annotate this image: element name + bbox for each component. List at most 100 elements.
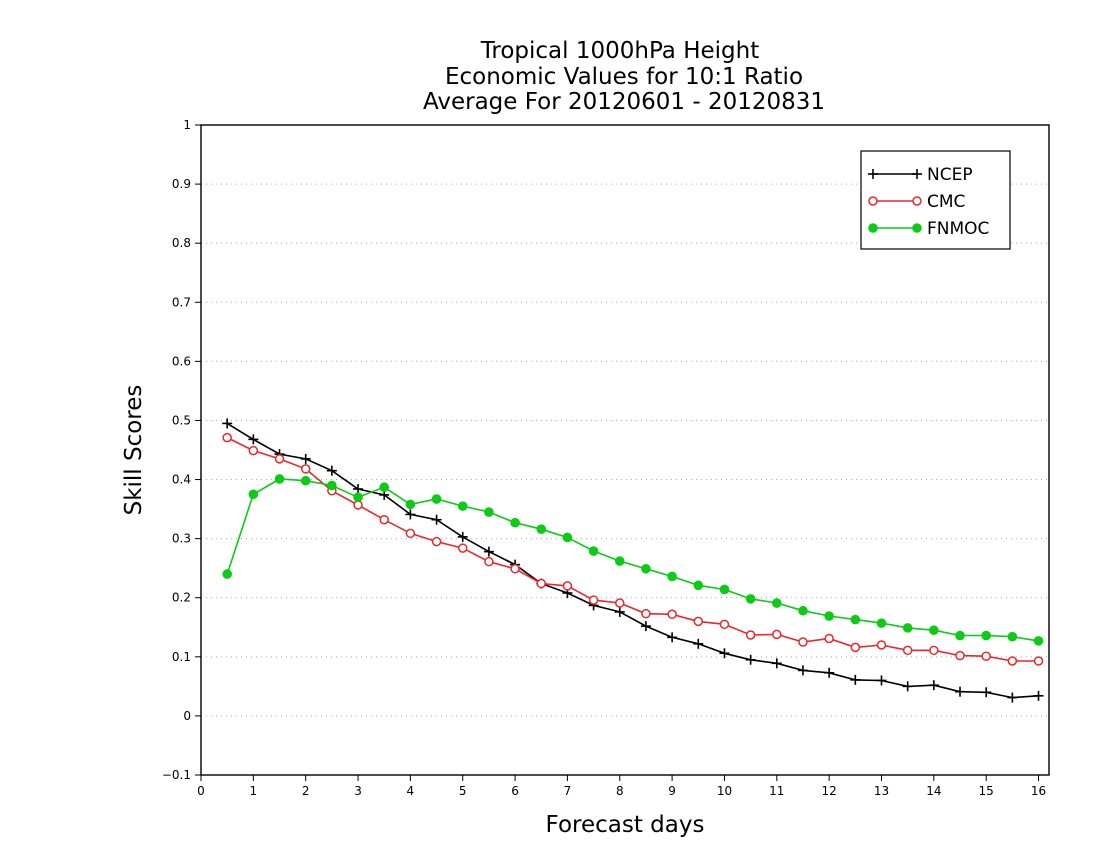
data-point-ncep [222, 418, 233, 429]
data-point-ncep [248, 434, 259, 445]
data-point-ncep [797, 665, 808, 676]
data-point-cmc [405, 528, 416, 539]
axes: −0.100.10.20.30.40.50.60.70.80.910 1 2 3 4 5 6… [162, 118, 1050, 798]
legend-marker [912, 169, 922, 179]
y-tick-label: 0.1 [172, 650, 191, 664]
x-axis-label: Forecast days [546, 812, 705, 838]
data-point-cmc [510, 564, 520, 574]
data-point-fnmoc [562, 532, 573, 543]
data-point-cmc [1033, 656, 1044, 666]
data-point-fnmoc [536, 524, 547, 534]
data-point-fnmoc [641, 563, 651, 574]
legend-marker [868, 223, 878, 233]
data-point-cmc [1007, 656, 1018, 666]
data-point-ncep [955, 686, 966, 697]
data-point-fnmoc [981, 630, 991, 641]
legend-marker [868, 196, 878, 206]
x-tick-label: 15 [979, 784, 994, 798]
chart-title-line-1: Tropical 1000hPa Height [480, 38, 760, 64]
data-point-cmc [850, 642, 861, 653]
data-point-ncep [614, 606, 625, 617]
series-line-fnmoc [226, 478, 1039, 642]
legend-item-cmc: CMC [868, 192, 965, 212]
data-point-cmc [562, 581, 573, 591]
data-point-fnmoc [824, 611, 834, 621]
series-cmc [222, 432, 1044, 666]
data-point-ncep [300, 453, 311, 464]
data-point-cmc [641, 608, 651, 619]
data-point-ncep [326, 465, 337, 476]
y-tick-label: 0.9 [172, 177, 191, 191]
legend: NCEP CMC FNMOC [860, 150, 1011, 250]
data-point-cmc [745, 630, 756, 640]
data-point-fnmoc [588, 546, 599, 556]
data-point-fnmoc [1033, 636, 1044, 646]
data-point-ncep [850, 674, 861, 685]
y-axis-label: Skill Scores [121, 385, 147, 516]
data-point-fnmoc [876, 618, 887, 628]
series-layer [222, 418, 1044, 703]
data-point-fnmoc [929, 625, 939, 636]
data-point-fnmoc [300, 475, 311, 486]
data-point-fnmoc [510, 517, 520, 528]
data-point-cmc [772, 629, 782, 640]
data-point-ncep [457, 531, 468, 542]
data-point-cmc [353, 500, 363, 510]
data-point-fnmoc [379, 482, 390, 493]
x-tick-label: 13 [874, 784, 889, 798]
data-point-ncep [667, 632, 678, 643]
y-tick-label: −0.1 [162, 768, 191, 782]
data-point-fnmoc [248, 489, 259, 500]
x-tick-label: 1 [250, 784, 258, 798]
data-point-fnmoc [431, 494, 442, 504]
legend-item-ncep: NCEP [868, 165, 973, 185]
y-tick-label: 0.5 [172, 413, 191, 427]
x-tick-label: 3 [354, 784, 362, 798]
data-point-ncep [431, 514, 442, 525]
x-tick-label: 0 [197, 784, 205, 798]
data-point-fnmoc [327, 480, 337, 491]
x-tick-label: 9 [668, 784, 676, 798]
data-point-cmc [431, 536, 442, 547]
legend-marker [912, 223, 922, 233]
data-point-fnmoc [222, 569, 232, 579]
data-point-fnmoc [405, 499, 416, 510]
x-tick-label: 7 [564, 784, 572, 798]
data-point-cmc [588, 595, 599, 605]
data-point-fnmoc [955, 630, 965, 641]
x-tick-label: 11 [769, 784, 784, 798]
data-point-ncep [483, 546, 494, 557]
x-tick-label: 4 [407, 784, 415, 798]
data-point-cmc [955, 650, 965, 661]
y-tick-label: 0.8 [172, 236, 191, 250]
y-tick-label: 1 [183, 118, 191, 132]
series-line-cmc [226, 436, 1039, 662]
y-tick-label: 0.2 [172, 591, 191, 605]
series-fnmoc [222, 474, 1044, 646]
x-tick-label: 2 [302, 784, 310, 798]
y-tick-label: 0.3 [172, 532, 191, 546]
data-point-fnmoc [274, 474, 285, 484]
data-point-cmc [457, 543, 468, 553]
data-point-cmc [798, 637, 808, 647]
data-point-fnmoc [798, 605, 808, 616]
x-tick-label: 6 [511, 784, 519, 798]
y-tick-label: 0 [183, 709, 191, 723]
data-point-ncep [771, 658, 782, 669]
data-point-fnmoc [693, 580, 704, 591]
chart-title-line-2: Economic Values for 10:1 Ratio [445, 64, 803, 90]
data-point-ncep [719, 648, 730, 659]
y-tick-label: 0.4 [172, 473, 191, 487]
data-point-fnmoc [745, 594, 756, 604]
data-point-fnmoc [484, 507, 494, 517]
x-tick-label: 12 [822, 784, 837, 798]
data-point-fnmoc [850, 614, 861, 625]
data-point-fnmoc [902, 623, 913, 633]
data-point-fnmoc [614, 556, 625, 566]
series-line-ncep [226, 422, 1039, 699]
data-point-fnmoc [1007, 631, 1018, 642]
legend-item-fnmoc: FNMOC [868, 219, 989, 239]
legend-label: CMC [927, 192, 965, 212]
data-point-ncep [902, 681, 913, 692]
